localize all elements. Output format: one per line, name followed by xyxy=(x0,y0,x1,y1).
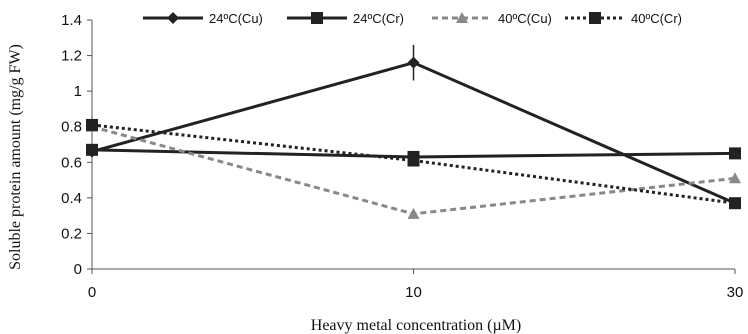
series-3 xyxy=(86,114,741,219)
series-layer xyxy=(86,44,741,219)
x-tick-label: 10 xyxy=(405,284,422,301)
y-tick-label: 0.8 xyxy=(61,119,82,136)
legend: 24ºC(Cu) 24ºC(Cr) 40ºC(Cu) 40ºC(Cr) xyxy=(143,11,682,26)
data-point xyxy=(407,207,420,219)
x-tick-label: 30 xyxy=(727,284,744,301)
x-ticks: 0 10 30 xyxy=(88,269,744,301)
legend-item-1: 24ºC(Cu) xyxy=(143,11,263,26)
y-tick-label: 1.4 xyxy=(61,12,82,29)
data-point xyxy=(86,118,98,131)
legend-marker xyxy=(311,12,323,24)
legend-label: 24ºC(Cr) xyxy=(353,11,404,26)
legend-item-2: 24ºC(Cr) xyxy=(287,11,404,26)
data-point xyxy=(729,172,741,184)
x-axis-title: Heavy metal concentration (µM) xyxy=(311,317,521,334)
y-ticks: 0 0.2 0.4 0.6 0.8 1 1.2 1.4 xyxy=(61,12,92,278)
y-tick-label: 1.2 xyxy=(61,48,82,65)
y-tick-label: 1 xyxy=(74,83,82,100)
legend-label: 40ºC(Cu) xyxy=(498,11,552,26)
series-line xyxy=(91,125,736,216)
legend-item-4: 40ºC(Cr) xyxy=(565,11,682,26)
legend-marker xyxy=(456,12,468,23)
legend-marker xyxy=(589,12,601,24)
data-point xyxy=(729,197,741,210)
legend-marker xyxy=(167,12,179,24)
x-tick-label: 0 xyxy=(88,284,96,301)
series-4 xyxy=(86,118,741,210)
legend-label: 24ºC(Cu) xyxy=(209,11,263,26)
series-1 xyxy=(86,44,741,210)
data-point xyxy=(729,147,741,160)
legend-label: 40ºC(Cr) xyxy=(631,11,682,26)
data-point xyxy=(407,154,420,167)
y-tick-label: 0 xyxy=(74,261,82,278)
series-line xyxy=(91,61,736,205)
legend-item-3: 40ºC(Cu) xyxy=(432,11,552,26)
y-tick-label: 0.2 xyxy=(61,225,82,242)
data-point xyxy=(407,56,420,69)
y-tick-label: 0.6 xyxy=(61,154,82,171)
y-axis-title: Soluble protein amount (mg/g FW) xyxy=(7,44,24,270)
data-point xyxy=(86,143,98,156)
y-tick-label: 0.4 xyxy=(61,190,82,207)
